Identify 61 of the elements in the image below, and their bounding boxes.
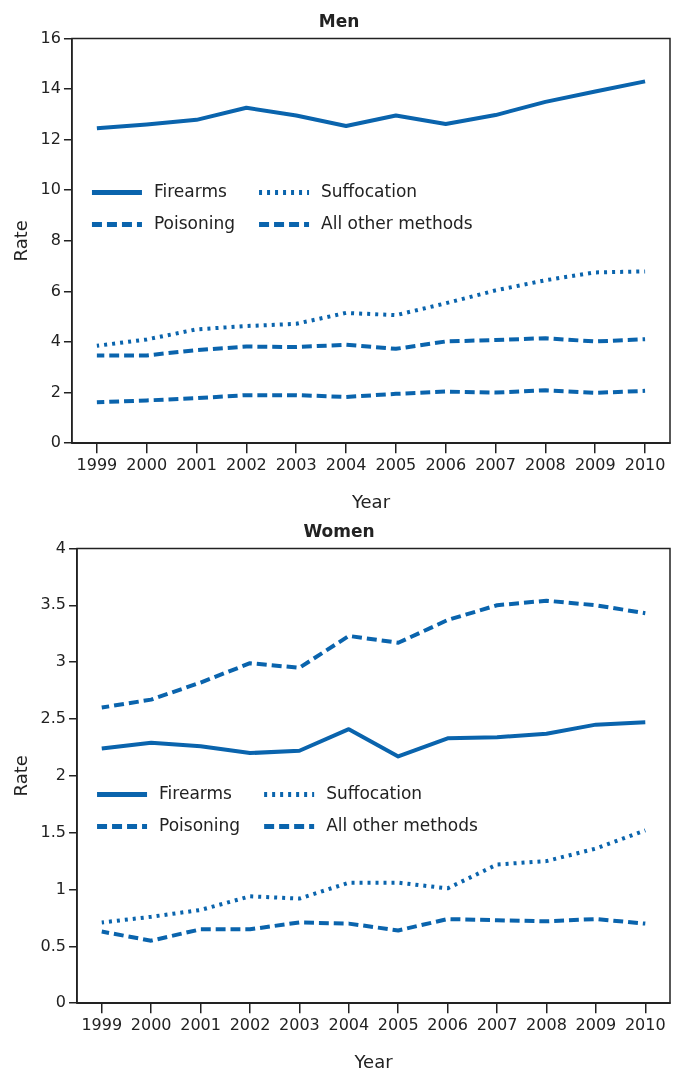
- legend-label: Firearms: [159, 782, 233, 803]
- x-tick-label: 2001: [176, 454, 217, 474]
- x-tick-label: 2006: [427, 1014, 468, 1034]
- line-series: [94, 388, 648, 405]
- line-series: [99, 598, 648, 710]
- y-tick-label: 14: [40, 78, 61, 98]
- legend-label: All other methods: [326, 814, 478, 835]
- y-tick-label: 2.5: [40, 708, 67, 728]
- chart-title: Men: [318, 10, 360, 31]
- legend-label: Suffocation: [321, 180, 418, 201]
- x-tick-label: 2002: [229, 1014, 271, 1034]
- legend-label: Poisoning: [159, 814, 241, 835]
- y-tick-label: 3.5: [40, 594, 67, 614]
- x-tick-label: 1999: [76, 454, 118, 474]
- x-tick-label: 2009: [575, 1014, 617, 1034]
- x-tick-label: 2000: [126, 454, 168, 474]
- x-tick-label: 2003: [275, 454, 317, 474]
- x-tick-label: 2000: [130, 1014, 172, 1034]
- y-tick-label: 6: [50, 280, 61, 300]
- x-tick-label: 2010: [624, 1014, 666, 1034]
- y-tick-label: 2: [55, 764, 67, 784]
- x-tick-label: 2001: [180, 1014, 221, 1034]
- x-axis-title: Year: [353, 1050, 394, 1072]
- line-series: [99, 917, 648, 943]
- y-tick-label: 4: [50, 331, 61, 351]
- y-tick-label: 12: [40, 128, 61, 148]
- y-tick-label: 16: [40, 27, 61, 47]
- line-series: [94, 336, 648, 358]
- y-tick-label: 0: [50, 432, 61, 452]
- x-tick-label: 2005: [375, 454, 417, 474]
- legend-label: Poisoning: [153, 212, 236, 233]
- x-axis-title: Year: [350, 490, 391, 512]
- x-tick-label: 2004: [328, 1014, 370, 1034]
- x-tick-label: 2007: [476, 1014, 518, 1034]
- y-tick-label: 2: [50, 381, 61, 401]
- y-tick-label: 1.5: [40, 821, 67, 841]
- x-tick-label: 2010: [624, 454, 666, 474]
- legend-label: All other methods: [321, 212, 473, 233]
- x-tick-label: 2008: [526, 1014, 567, 1034]
- chart-title: Women: [303, 520, 375, 541]
- x-tick-label: 2009: [574, 454, 616, 474]
- y-tick-label: 4: [55, 537, 67, 557]
- x-tick-label: 2005: [377, 1014, 419, 1034]
- y-tick-label: 1: [55, 878, 67, 898]
- x-tick-label: 2008: [525, 454, 566, 474]
- line-series: [94, 269, 648, 348]
- x-tick-label: 2007: [475, 454, 516, 474]
- x-tick-label: 2002: [226, 454, 267, 474]
- y-axis-title: Rate: [10, 755, 32, 797]
- x-tick-label: 2004: [325, 454, 367, 474]
- x-tick-label: 2003: [279, 1014, 320, 1034]
- legend-label: Firearms: [153, 180, 227, 201]
- y-tick-label: 0.5: [40, 935, 67, 955]
- y-tick-label: 10: [40, 179, 61, 199]
- y-tick-label: 3: [55, 651, 67, 671]
- legend-label: Suffocation: [326, 782, 423, 803]
- y-tick-label: 0: [55, 992, 67, 1012]
- y-axis-title: Rate: [10, 220, 32, 262]
- x-tick-label: 1999: [81, 1014, 123, 1034]
- y-tick-label: 8: [50, 229, 61, 249]
- x-tick-label: 2006: [425, 454, 467, 474]
